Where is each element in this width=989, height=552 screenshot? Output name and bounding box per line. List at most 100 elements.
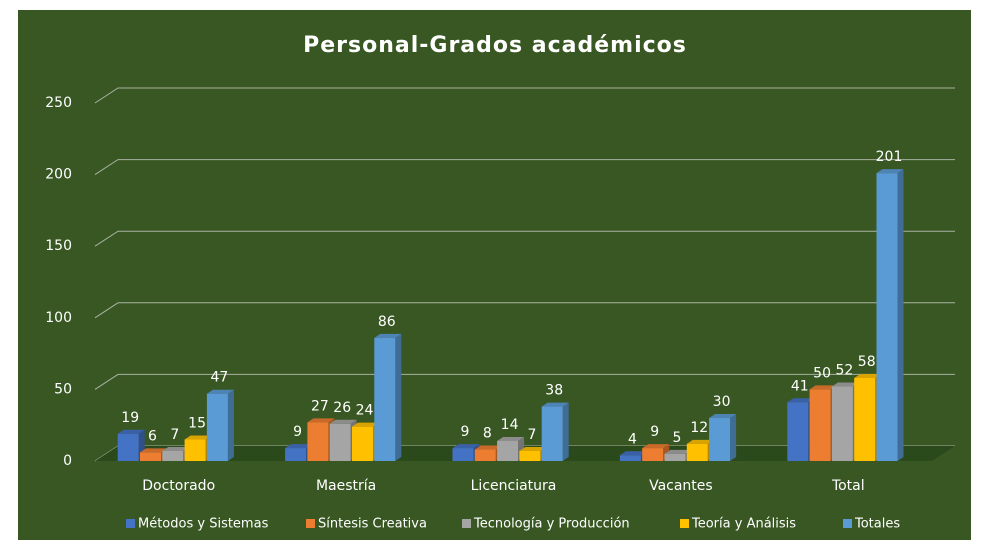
- bar: [664, 453, 686, 461]
- bar-top: [709, 414, 737, 419]
- y-tick-label: 100: [45, 310, 72, 326]
- bar: [452, 448, 474, 461]
- bar: [285, 448, 307, 461]
- data-label: 50: [813, 365, 831, 381]
- bar: [809, 389, 831, 461]
- bar: [374, 337, 396, 461]
- bar-top: [642, 444, 670, 449]
- bar-side: [227, 389, 234, 461]
- legend-label: Métodos y Sistemas: [138, 517, 269, 532]
- bar: [854, 377, 876, 461]
- y-tick-label: 250: [45, 95, 72, 111]
- bar: [876, 173, 898, 461]
- data-label: 41: [791, 378, 809, 394]
- grid-line: [94, 373, 955, 390]
- bar-top: [519, 446, 547, 451]
- bar-side: [897, 169, 904, 461]
- data-label: 201: [876, 149, 903, 165]
- bar-top: [307, 418, 335, 423]
- bar-top: [854, 373, 882, 378]
- bar: [831, 386, 853, 461]
- x-tick-label: Maestría: [316, 478, 376, 494]
- bar-top: [809, 385, 837, 390]
- y-tick-label: 150: [45, 238, 72, 254]
- legend-label: Teoría y Análisis: [691, 517, 796, 532]
- y-tick-label: 200: [45, 167, 72, 183]
- grid-line: [94, 302, 955, 319]
- bar-top: [329, 419, 357, 424]
- bar: [117, 433, 139, 461]
- data-label: 24: [356, 403, 374, 419]
- bar-top: [664, 449, 692, 454]
- data-label: 14: [501, 417, 519, 433]
- bar: [519, 450, 541, 461]
- data-label: 6: [148, 428, 157, 444]
- bar: [787, 402, 809, 461]
- bar-top: [140, 448, 167, 453]
- data-label: 9: [461, 424, 470, 440]
- bar: [140, 452, 161, 461]
- data-label: 30: [713, 394, 731, 410]
- bar: [709, 418, 731, 461]
- data-label: 12: [690, 420, 708, 436]
- bar-top: [787, 398, 815, 403]
- legend-swatch: [843, 519, 852, 528]
- data-label: 19: [121, 410, 139, 426]
- grid-line: [94, 230, 955, 247]
- bar: [642, 448, 664, 461]
- bar: [686, 443, 708, 461]
- bar: [162, 450, 184, 461]
- bar: [184, 439, 206, 461]
- data-label: 27: [311, 398, 329, 414]
- bar: [307, 422, 329, 461]
- data-label: 8: [483, 426, 492, 442]
- bar: [619, 455, 641, 461]
- bar-top: [474, 445, 502, 450]
- bar-top: [117, 429, 145, 434]
- bar-top: [374, 333, 402, 338]
- y-tick-label: 0: [63, 453, 72, 469]
- bar-top: [285, 444, 313, 449]
- data-label: 9: [293, 424, 302, 440]
- legend-swatch: [462, 519, 471, 528]
- data-label: 5: [673, 430, 682, 446]
- bar-top: [831, 382, 859, 387]
- bar: [352, 426, 373, 461]
- data-label: 4: [628, 431, 637, 447]
- data-label: 58: [858, 354, 876, 370]
- bar-top: [162, 446, 190, 451]
- data-label: 15: [188, 416, 206, 432]
- bar-top: [184, 435, 212, 440]
- x-tick-label: Doctorado: [142, 478, 215, 494]
- bar-top: [352, 422, 379, 427]
- bar: [206, 393, 228, 461]
- data-label: 9: [650, 424, 659, 440]
- data-label: 26: [333, 400, 351, 416]
- bar-top: [619, 451, 647, 456]
- data-label: 7: [170, 427, 179, 443]
- y-tick-label: 50: [54, 381, 72, 397]
- bar: [497, 440, 519, 461]
- legend-label: Síntesis Creativa: [318, 517, 427, 532]
- legend-label: Tecnología y Producción: [473, 517, 630, 532]
- bar-top: [541, 402, 569, 407]
- data-label: 52: [835, 363, 853, 379]
- legend-label: Totales: [854, 517, 900, 532]
- bar-side: [562, 402, 569, 461]
- chart-title: Personal-Grados académicos: [303, 33, 687, 58]
- bar-side: [730, 414, 737, 461]
- bar: [541, 406, 563, 461]
- legend-swatch: [126, 519, 135, 528]
- data-label: 7: [527, 427, 536, 443]
- x-tick-label: Vacantes: [649, 478, 713, 494]
- bar-side: [395, 333, 402, 461]
- bar-top: [686, 439, 714, 444]
- bar: [474, 449, 496, 461]
- grid-line: [94, 87, 955, 104]
- legend-swatch: [680, 519, 689, 528]
- bar-top: [497, 436, 525, 441]
- legend-swatch: [306, 519, 315, 528]
- bar-top: [876, 169, 904, 174]
- data-label: 47: [210, 370, 228, 386]
